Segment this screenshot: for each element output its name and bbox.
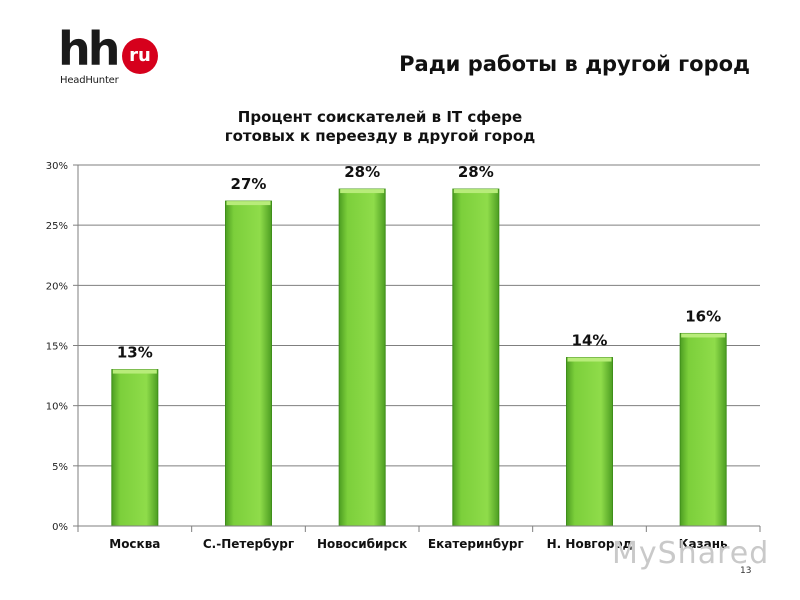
data-label: 28% <box>458 163 494 181</box>
x-tick-label: Казань <box>679 537 728 551</box>
y-tick-label: 5% <box>52 462 68 473</box>
data-label: 27% <box>231 175 267 193</box>
bar-top-highlight <box>567 357 612 362</box>
bar <box>566 357 613 527</box>
chart-title-line-2: готовых к переезду в другой город <box>224 127 536 145</box>
data-label: 14% <box>572 332 608 350</box>
logo-subtitle: HeadHunter <box>60 75 119 86</box>
bar-top-highlight <box>453 189 498 194</box>
x-tick-label: Москва <box>109 537 160 551</box>
x-tick-label: Новосибирск <box>317 537 407 551</box>
headhunter-logo: hh ru HeadHunter <box>58 26 168 92</box>
axes: 0% 5% 10% 15% 20% 25% 30% Москва С.-Петербург Нов… <box>46 161 761 551</box>
page-number: 13 <box>740 566 752 576</box>
bar-top-highlight <box>226 201 271 206</box>
data-label: 28% <box>344 163 380 181</box>
bar-top-highlight <box>340 189 385 194</box>
chart-title-line-1: Процент соискателей в IT сфере <box>237 108 523 126</box>
y-tick-label: 15% <box>46 342 68 353</box>
x-tick-label: С.-Петербург <box>203 537 294 551</box>
chart-title: Процент соискателей в IT сфере готовых к… <box>180 108 580 146</box>
data-label: 13% <box>117 344 153 362</box>
x-tick-label: Н. Новгород <box>547 537 633 551</box>
y-tick-label: 30% <box>46 161 68 172</box>
logo-ru-badge: ru <box>122 38 158 74</box>
slide-title: Ради работы в другой город <box>399 52 750 76</box>
data-label: 16% <box>685 307 721 325</box>
bar <box>111 369 159 527</box>
bar-top-highlight <box>681 333 726 338</box>
logo-hh-text: hh <box>58 22 120 76</box>
bar <box>225 200 272 527</box>
watermark-text: MyShared <box>612 536 770 571</box>
gridlines <box>78 164 760 527</box>
y-tick-label: 20% <box>46 281 68 292</box>
bar <box>338 188 386 527</box>
x-tick-label: Екатеринбург <box>428 537 524 551</box>
y-tick-label: 0% <box>52 522 68 533</box>
bar-top-highlight <box>112 369 157 374</box>
bar <box>679 332 727 527</box>
y-tick-label: 10% <box>46 402 68 413</box>
bars: 13% 27% 28% 28% 14% 16% <box>111 163 727 527</box>
y-tick-label: 25% <box>46 221 68 232</box>
bar <box>452 188 500 527</box>
